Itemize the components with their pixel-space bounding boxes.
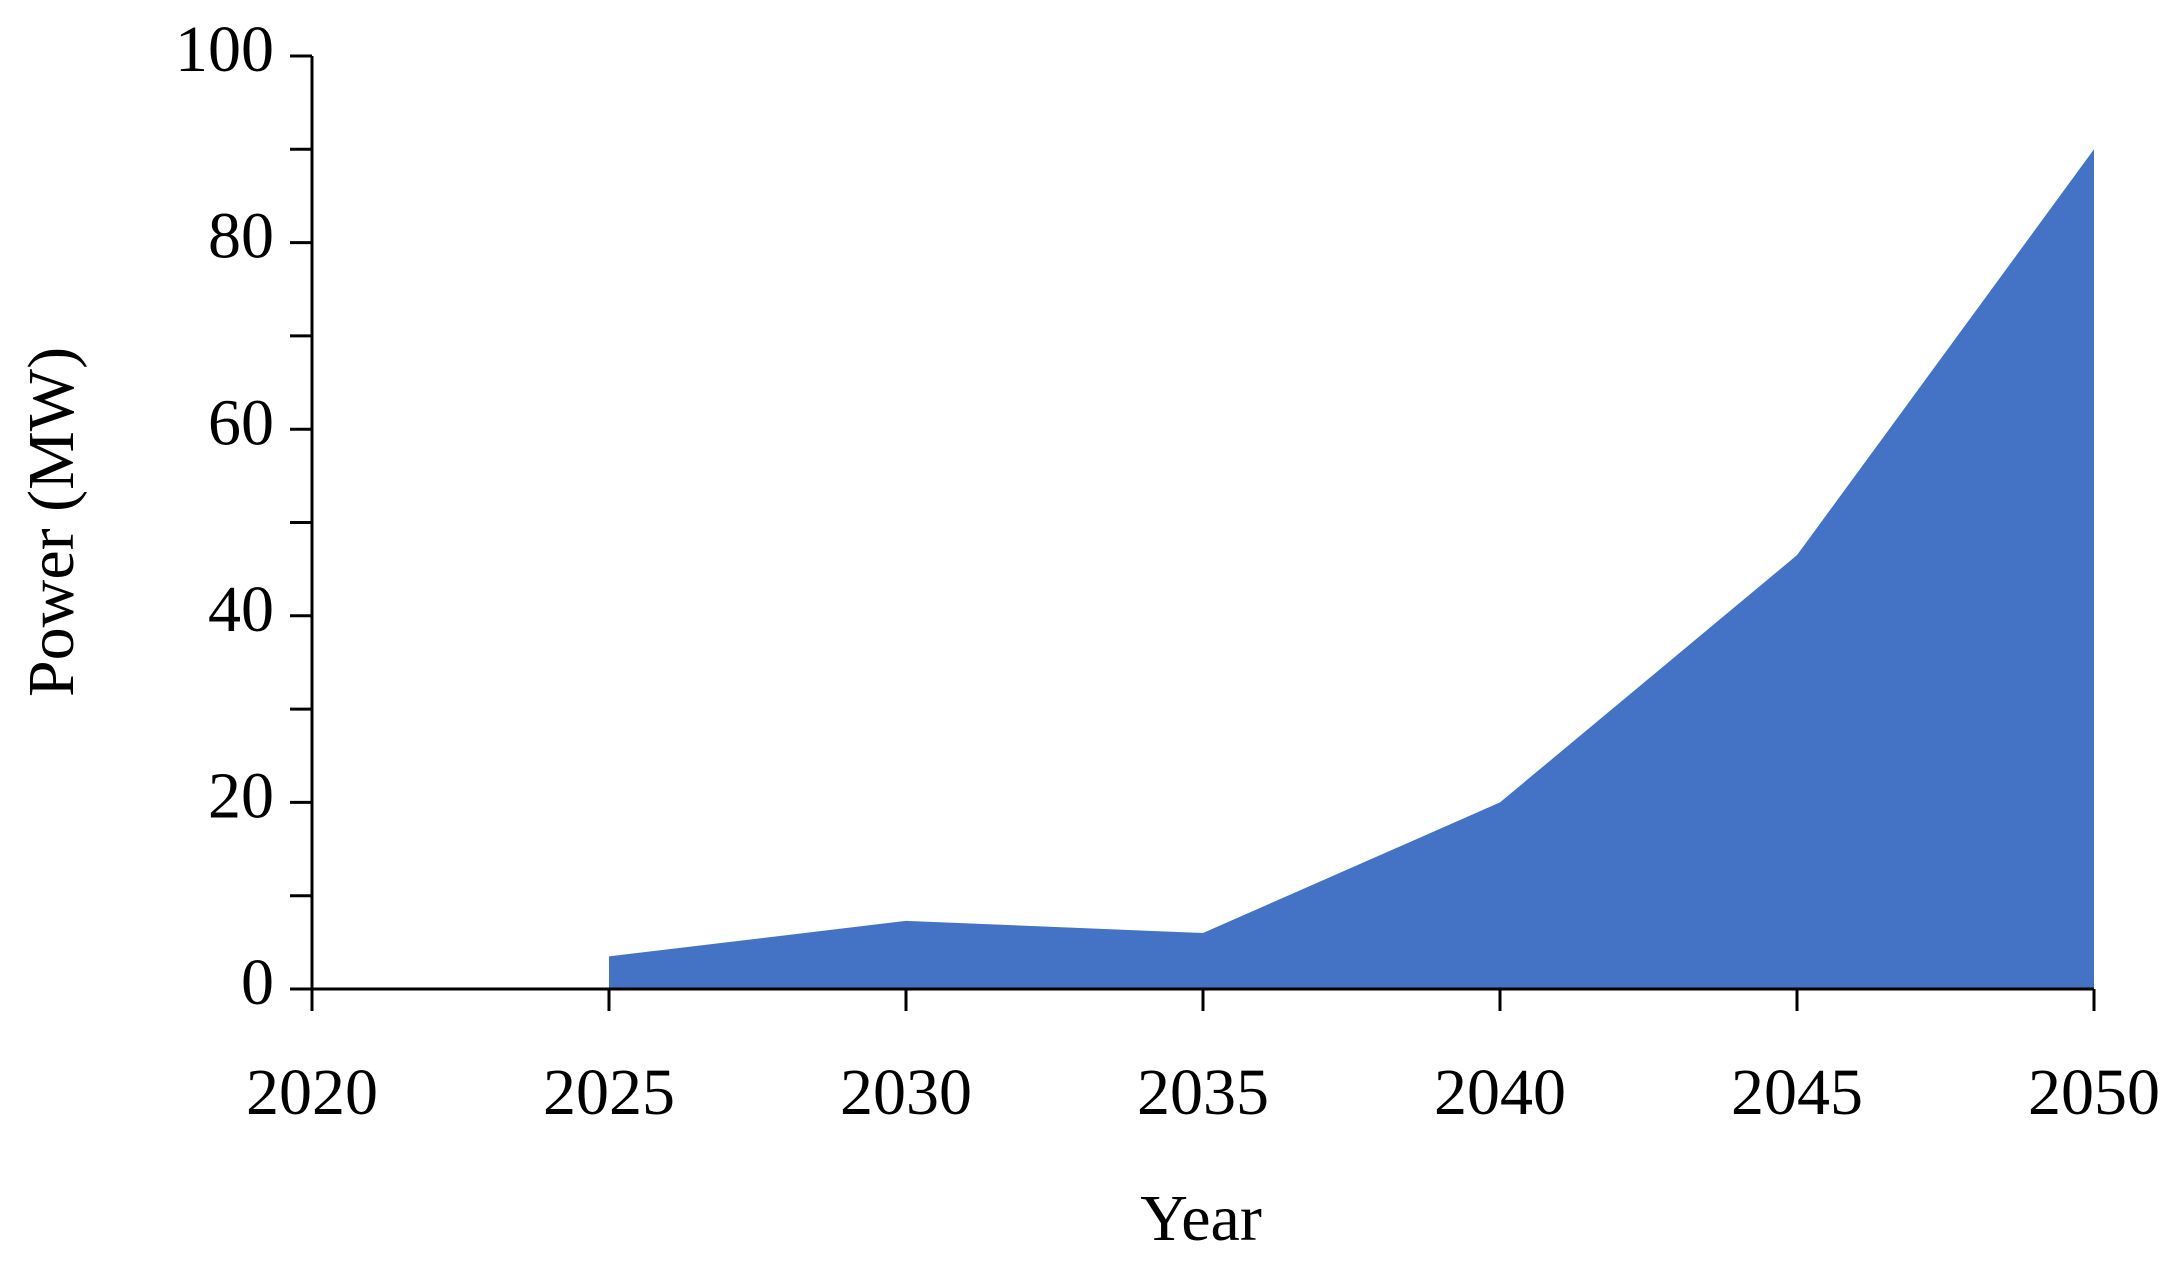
x-tick-label: 2050 [2028, 1056, 2160, 1129]
x-tick-label: 2030 [840, 1056, 972, 1129]
x-axis-label: Year [1140, 1182, 1262, 1255]
x-tick-label: 2025 [543, 1056, 675, 1129]
x-tick-label: 2035 [1137, 1056, 1269, 1129]
y-axis-label: Power (MW) [15, 347, 88, 697]
x-tick-label: 2040 [1434, 1056, 1566, 1129]
y-tick-label: 80 [208, 200, 274, 273]
x-tick-label: 2020 [246, 1056, 378, 1129]
y-tick-label: 100 [175, 13, 274, 86]
area [609, 149, 2094, 990]
y-tick-label: 20 [208, 760, 274, 833]
y-tick-label: 40 [208, 573, 274, 646]
y-tick-label: 60 [208, 386, 274, 459]
y-tick-label: 0 [241, 946, 274, 1019]
x-tick-label: 2045 [1731, 1056, 1863, 1129]
